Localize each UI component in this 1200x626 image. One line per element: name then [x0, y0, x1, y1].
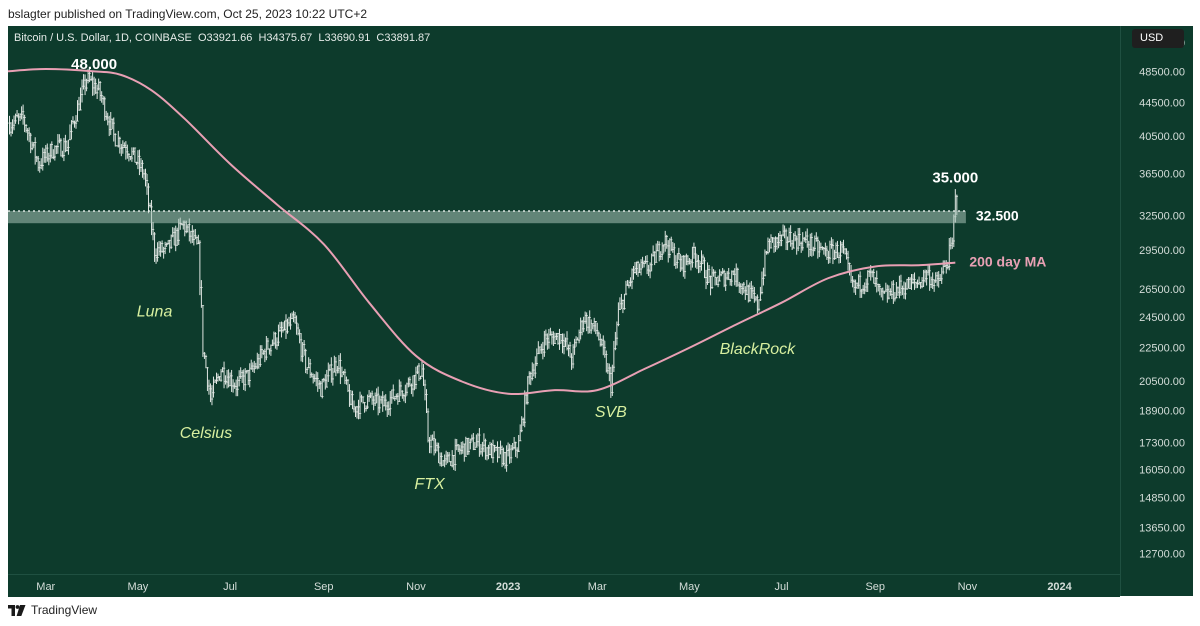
- x-tick-label: Nov: [406, 581, 426, 593]
- x-tick-label: Jul: [223, 581, 237, 593]
- x-tick-label: Nov: [958, 581, 978, 593]
- y-tick-label: 44500.00: [1139, 97, 1185, 109]
- x-tick-label: Mar: [588, 581, 607, 593]
- resistance-level-label: 32.500: [976, 207, 1019, 223]
- x-tick-label: Sep: [314, 581, 334, 593]
- y-tick-label: 14850.00: [1139, 492, 1185, 504]
- x-tick-label: Jul: [775, 581, 789, 593]
- resistance-zone: [8, 210, 966, 224]
- y-tick-label: 26500.00: [1139, 284, 1185, 296]
- price-axis[interactable]: [1120, 26, 1193, 596]
- resistance-zone-layer: 32.500: [8, 207, 1019, 223]
- high-value: H34375.67: [258, 32, 313, 44]
- ma-200-line: [7, 68, 956, 396]
- publisher-line: bslagter published on TradingView.com, O…: [8, 7, 367, 21]
- moving-average-layer: 200 day MA: [7, 68, 1046, 396]
- event-annotation: BlackRock: [720, 341, 797, 358]
- y-tick-label: 32500.00: [1139, 210, 1185, 222]
- event-annotation: Celsius: [180, 425, 232, 442]
- x-axis-labels: Mar May Jul Sep Nov 2023 Mar May Jul Sep Nov 2024: [36, 581, 1072, 593]
- y-tick-label: 20500.00: [1139, 376, 1185, 388]
- y-tick-label: 16050.00: [1139, 464, 1185, 476]
- y-tick-label: 12700.00: [1139, 549, 1185, 561]
- x-tick-label: May: [128, 581, 149, 593]
- open-value: O33921.66: [197, 32, 253, 44]
- close-value: C33891.87: [376, 32, 431, 44]
- x-tick-label: May: [679, 581, 700, 593]
- tradingview-logo-icon[interactable]: [8, 604, 26, 616]
- y-tick-label: 13650.00: [1139, 523, 1185, 535]
- candles-layer: [8, 67, 959, 472]
- y-tick-label: 24500.00: [1139, 312, 1185, 324]
- chart-pane[interactable]: [8, 26, 1120, 596]
- y-tick-label: 22500.00: [1139, 343, 1185, 355]
- footer: TradingView: [8, 603, 97, 617]
- y-tick-label: 48500.00: [1139, 66, 1185, 78]
- x-tick-label: Mar: [36, 581, 55, 593]
- y-tick-label: 17300.00: [1139, 437, 1185, 449]
- x-tick-label: 2023: [496, 581, 520, 593]
- y-tick-label: 29500.00: [1139, 245, 1185, 257]
- price-level-annotation: 48.000: [71, 56, 117, 73]
- annotation-layer: 48.000 35.000 Luna Celsius FTX SVB BlackRock: [71, 56, 978, 493]
- event-annotation: Luna: [137, 304, 173, 321]
- x-tick-label: Sep: [865, 581, 885, 593]
- y-axis-labels: 52500.0048500.0044500.0040500.0036500.00…: [1139, 38, 1185, 561]
- price-level-annotation: 35.000: [932, 170, 978, 187]
- y-tick-label: 36500.00: [1139, 169, 1185, 181]
- y-tick-label: 40500.00: [1139, 131, 1185, 143]
- symbol-info: Bitcoin / U.S. Dollar, 1D, COINBASE O339…: [14, 32, 433, 44]
- symbol-name: Bitcoin / U.S. Dollar, 1D, COINBASE: [14, 32, 192, 44]
- time-axis[interactable]: [8, 574, 1120, 597]
- ma-200-label: 200 day MA: [969, 254, 1046, 270]
- low-value: L33690.91: [318, 32, 371, 44]
- x-tick-label: 2024: [1047, 581, 1072, 593]
- brand-name[interactable]: TradingView: [31, 603, 98, 617]
- event-annotation: FTX: [414, 476, 446, 493]
- currency-button[interactable]: USD: [1132, 29, 1184, 48]
- event-annotation: SVB: [595, 404, 627, 421]
- y-tick-label: 18900.00: [1139, 405, 1185, 417]
